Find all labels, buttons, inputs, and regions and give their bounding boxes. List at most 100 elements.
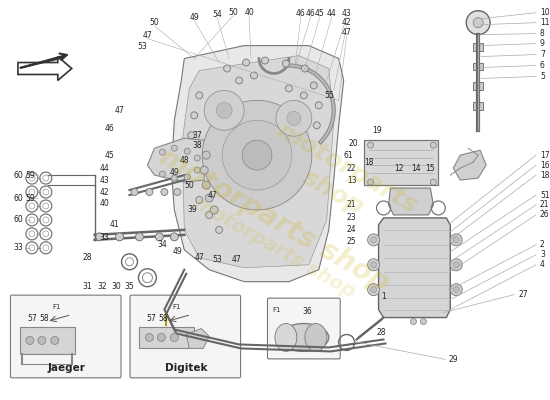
Text: 47: 47 bbox=[142, 31, 152, 40]
FancyBboxPatch shape bbox=[10, 295, 121, 378]
Circle shape bbox=[194, 167, 200, 173]
Text: 18: 18 bbox=[540, 170, 549, 180]
Circle shape bbox=[145, 334, 153, 342]
Circle shape bbox=[430, 142, 436, 148]
Text: 22: 22 bbox=[347, 164, 356, 173]
Circle shape bbox=[170, 334, 178, 342]
Circle shape bbox=[205, 194, 213, 202]
Text: 29: 29 bbox=[448, 355, 458, 364]
Text: 35: 35 bbox=[125, 282, 134, 291]
Text: 16: 16 bbox=[540, 161, 549, 170]
Circle shape bbox=[204, 90, 244, 130]
Text: 49: 49 bbox=[189, 13, 199, 22]
Text: 57: 57 bbox=[146, 314, 156, 323]
Text: 34: 34 bbox=[157, 240, 167, 249]
Text: 47: 47 bbox=[342, 28, 351, 37]
Text: 47: 47 bbox=[114, 106, 124, 115]
Text: 26: 26 bbox=[540, 210, 549, 220]
Text: 55: 55 bbox=[324, 91, 334, 100]
Text: 20: 20 bbox=[349, 139, 359, 148]
Circle shape bbox=[314, 122, 320, 129]
Circle shape bbox=[430, 179, 436, 185]
Text: 39: 39 bbox=[188, 206, 197, 214]
Circle shape bbox=[466, 11, 490, 35]
Ellipse shape bbox=[279, 324, 329, 352]
Text: 47: 47 bbox=[207, 190, 217, 200]
Text: Jaeger: Jaeger bbox=[48, 363, 86, 373]
Ellipse shape bbox=[305, 324, 327, 352]
Text: 47: 47 bbox=[194, 253, 204, 262]
Circle shape bbox=[261, 57, 268, 64]
Text: 47: 47 bbox=[231, 255, 241, 264]
Bar bbox=[20, 326, 75, 354]
Circle shape bbox=[251, 72, 257, 79]
Circle shape bbox=[453, 262, 459, 268]
Bar bbox=[364, 140, 438, 185]
Text: 58: 58 bbox=[39, 314, 48, 323]
Text: 46: 46 bbox=[306, 9, 316, 18]
Bar bbox=[473, 62, 483, 70]
Circle shape bbox=[160, 171, 166, 177]
Circle shape bbox=[161, 188, 168, 196]
Circle shape bbox=[282, 60, 289, 67]
Circle shape bbox=[116, 233, 124, 241]
Text: 23: 23 bbox=[347, 214, 356, 222]
Text: 33: 33 bbox=[13, 243, 23, 252]
Text: 28: 28 bbox=[377, 328, 386, 337]
Text: F1: F1 bbox=[53, 304, 61, 310]
Text: 44: 44 bbox=[327, 9, 337, 18]
Text: 38: 38 bbox=[192, 141, 202, 150]
Text: 7: 7 bbox=[540, 50, 545, 59]
Circle shape bbox=[196, 196, 203, 204]
Polygon shape bbox=[453, 150, 486, 180]
Text: 31: 31 bbox=[83, 282, 92, 291]
Text: 2: 2 bbox=[540, 240, 544, 249]
Circle shape bbox=[96, 233, 103, 241]
Text: F1: F1 bbox=[273, 306, 281, 312]
Circle shape bbox=[287, 111, 301, 125]
Text: 49: 49 bbox=[169, 168, 179, 177]
Text: 49: 49 bbox=[173, 247, 182, 256]
Circle shape bbox=[216, 102, 232, 118]
Text: Digitek: Digitek bbox=[165, 363, 207, 373]
Circle shape bbox=[191, 112, 198, 119]
Polygon shape bbox=[182, 56, 334, 268]
Circle shape bbox=[367, 234, 380, 246]
Text: 3: 3 bbox=[540, 250, 545, 259]
Bar bbox=[473, 43, 483, 50]
Circle shape bbox=[131, 188, 138, 196]
Text: 46: 46 bbox=[104, 124, 114, 133]
Circle shape bbox=[276, 100, 312, 136]
Text: 8: 8 bbox=[540, 29, 544, 38]
Text: 14: 14 bbox=[411, 164, 421, 173]
Circle shape bbox=[216, 226, 223, 233]
Text: 57: 57 bbox=[27, 314, 37, 323]
Text: 21: 21 bbox=[540, 200, 549, 210]
Circle shape bbox=[135, 233, 144, 241]
Circle shape bbox=[367, 179, 373, 185]
Circle shape bbox=[410, 318, 416, 324]
Circle shape bbox=[224, 65, 230, 72]
Circle shape bbox=[172, 145, 177, 151]
Polygon shape bbox=[186, 328, 209, 348]
Circle shape bbox=[184, 148, 190, 154]
Circle shape bbox=[453, 287, 459, 293]
Circle shape bbox=[315, 102, 322, 109]
Text: 4: 4 bbox=[540, 260, 545, 269]
Circle shape bbox=[235, 77, 243, 84]
Text: 36: 36 bbox=[302, 307, 312, 316]
Circle shape bbox=[450, 284, 462, 296]
FancyBboxPatch shape bbox=[130, 295, 240, 378]
Text: 53: 53 bbox=[138, 42, 147, 51]
Text: 11: 11 bbox=[540, 18, 549, 27]
Text: 60: 60 bbox=[13, 170, 23, 180]
Circle shape bbox=[367, 284, 380, 296]
Circle shape bbox=[453, 237, 459, 243]
Text: 10: 10 bbox=[540, 8, 549, 17]
Bar bbox=[473, 82, 483, 90]
Text: 50: 50 bbox=[150, 18, 160, 27]
Circle shape bbox=[170, 233, 178, 241]
Text: 9: 9 bbox=[540, 39, 545, 48]
Circle shape bbox=[196, 92, 203, 99]
Text: F1: F1 bbox=[172, 304, 180, 310]
